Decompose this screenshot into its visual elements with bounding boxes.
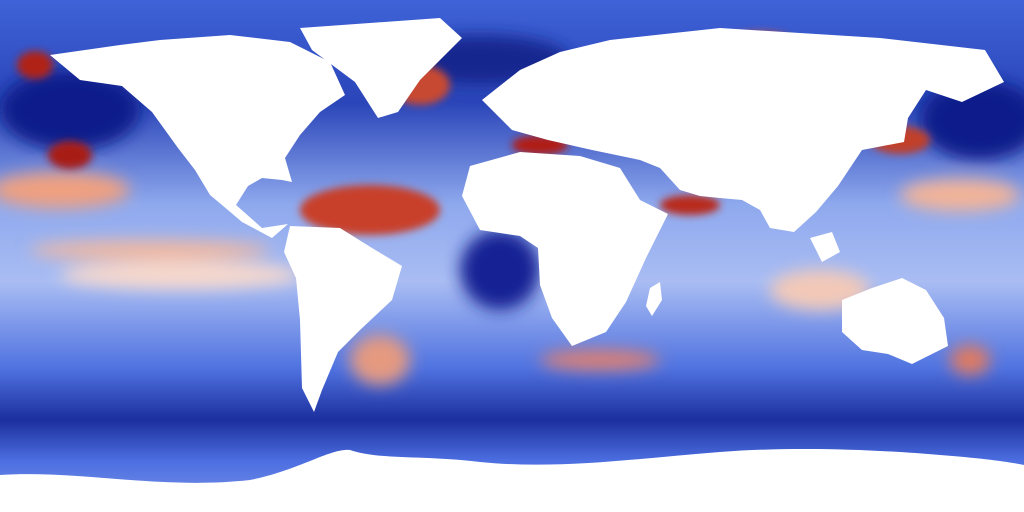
land bbox=[0, 18, 1024, 512]
borneo bbox=[810, 232, 840, 262]
warm-patch bbox=[30, 240, 270, 260]
africa bbox=[462, 152, 668, 346]
cold-patch bbox=[0, 70, 140, 150]
antarctica bbox=[0, 448, 1024, 512]
warm-patch bbox=[48, 141, 92, 169]
anomaly-patches bbox=[0, 35, 1024, 385]
south-america bbox=[284, 226, 402, 412]
warm-patch bbox=[60, 261, 300, 289]
greenland bbox=[300, 18, 462, 118]
warm-patch bbox=[17, 51, 53, 79]
warm-patch bbox=[540, 350, 660, 370]
warm-patch bbox=[660, 195, 720, 215]
madagascar bbox=[646, 282, 662, 316]
warm-patch bbox=[0, 172, 130, 208]
warm-patch bbox=[900, 179, 1020, 211]
warm-patch bbox=[300, 185, 440, 235]
australia bbox=[842, 278, 948, 364]
cold-patch bbox=[920, 80, 1024, 160]
warm-patch bbox=[350, 335, 410, 385]
eurasia bbox=[482, 28, 1004, 232]
warm-patch bbox=[950, 345, 990, 375]
cold-patch bbox=[460, 230, 540, 310]
north-america bbox=[50, 35, 345, 238]
